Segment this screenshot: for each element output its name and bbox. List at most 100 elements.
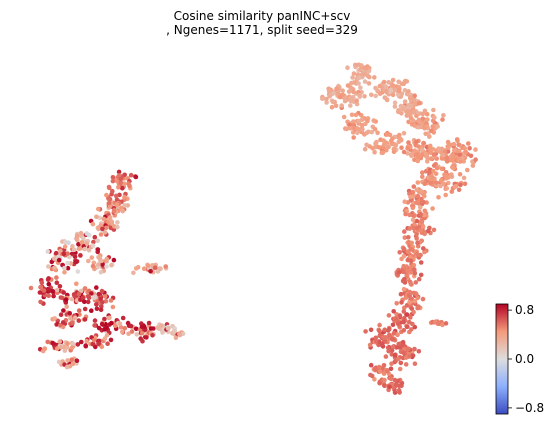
scatter-point <box>135 332 140 337</box>
scatter-point <box>422 126 427 131</box>
scatter-point <box>473 147 478 152</box>
scatter-point <box>159 323 164 328</box>
scatter-point <box>397 88 402 93</box>
scatter-points <box>29 63 478 395</box>
scatter-point <box>354 113 359 118</box>
scatter-point <box>404 362 409 367</box>
scatter-point <box>61 308 66 313</box>
scatter-point <box>112 209 117 214</box>
scatter-point <box>108 215 113 220</box>
scatter-point <box>146 263 151 268</box>
scatter-point <box>70 244 75 249</box>
scatter-point <box>394 382 399 387</box>
scatter-point <box>402 277 407 282</box>
scatter-point <box>411 291 416 296</box>
scatter-point <box>456 158 461 163</box>
scatter-point <box>397 270 402 275</box>
scatter-point <box>82 299 87 304</box>
scatter-point <box>80 240 85 245</box>
scatter-point <box>402 254 407 259</box>
scatter-point <box>416 159 421 164</box>
scatter-point <box>104 193 109 198</box>
scatter-point <box>382 378 387 383</box>
scatter-point <box>58 284 63 289</box>
scatter-point <box>409 282 414 287</box>
scatter-point <box>441 113 446 118</box>
scatter-point <box>95 239 100 244</box>
scatter-point <box>458 183 463 188</box>
scatter-point <box>358 85 363 90</box>
scatter-point <box>82 247 87 252</box>
scatter-point <box>367 81 372 86</box>
scatter-point <box>334 104 339 109</box>
scatter-point <box>362 72 367 77</box>
scatter-point <box>411 206 416 211</box>
scatter-point <box>462 146 467 151</box>
scatter-point <box>413 148 418 153</box>
scatter-point <box>99 232 104 237</box>
scatter-point <box>445 155 450 160</box>
scatter-point <box>92 338 97 343</box>
scatter-point <box>150 333 155 338</box>
scatter-point <box>435 166 440 171</box>
scatter-point <box>52 256 57 261</box>
scatter-point <box>55 288 60 293</box>
scatter-point <box>46 287 51 292</box>
scatter-point <box>409 259 414 264</box>
scatter-point <box>394 316 399 321</box>
scatter-point <box>402 287 407 292</box>
scatter-point <box>109 263 114 268</box>
scatter-point <box>402 131 407 136</box>
scatter-point <box>420 219 425 224</box>
scatter-point <box>340 88 345 93</box>
scatter-point <box>352 71 357 76</box>
scatter-point <box>411 353 416 358</box>
scatter-point <box>62 270 67 275</box>
scatter-point <box>134 175 139 180</box>
scatter-point <box>372 75 377 80</box>
scatter-point <box>104 264 109 269</box>
scatter-point <box>414 140 419 145</box>
scatter-point <box>87 295 92 300</box>
scatter-point <box>385 369 390 374</box>
scatter-point <box>74 282 79 287</box>
scatter-point <box>46 276 51 281</box>
scatter-point <box>94 215 99 220</box>
scatter-point <box>85 231 90 236</box>
scatter-point <box>382 143 387 148</box>
scatter-point <box>78 253 83 258</box>
scatter-point <box>456 142 461 147</box>
scatter-point <box>61 320 66 325</box>
scatter-point <box>453 148 458 153</box>
scatter-point <box>421 246 426 251</box>
scatter-point <box>415 296 420 301</box>
scatter-point <box>403 99 408 104</box>
scatter-point <box>384 354 389 359</box>
scatter-point <box>96 207 101 212</box>
scatter-point <box>444 321 449 326</box>
scatter-point <box>378 369 383 374</box>
scatter-point <box>120 330 125 335</box>
scatter-point <box>390 337 395 342</box>
scatter-point <box>95 306 100 311</box>
scatter-point <box>443 193 448 198</box>
scatter-point <box>394 301 399 306</box>
scatter-point <box>408 112 413 117</box>
scatter-point <box>389 377 394 382</box>
scatter-point <box>412 267 417 272</box>
scatter-point <box>408 96 413 101</box>
scatter-point <box>399 300 404 305</box>
scatter-point <box>391 344 396 349</box>
scatter-point <box>372 150 377 155</box>
scatter-point <box>350 75 355 80</box>
scatter-point <box>375 131 380 136</box>
scatter-point <box>420 170 425 175</box>
scatter-point <box>55 280 60 285</box>
scatter-point <box>402 199 407 204</box>
scatter-point <box>384 84 389 89</box>
scatter-point <box>64 297 69 302</box>
scatter-point <box>115 225 120 230</box>
scatter-point <box>439 178 444 183</box>
scatter-point <box>393 353 398 358</box>
scatter-point <box>404 264 409 269</box>
